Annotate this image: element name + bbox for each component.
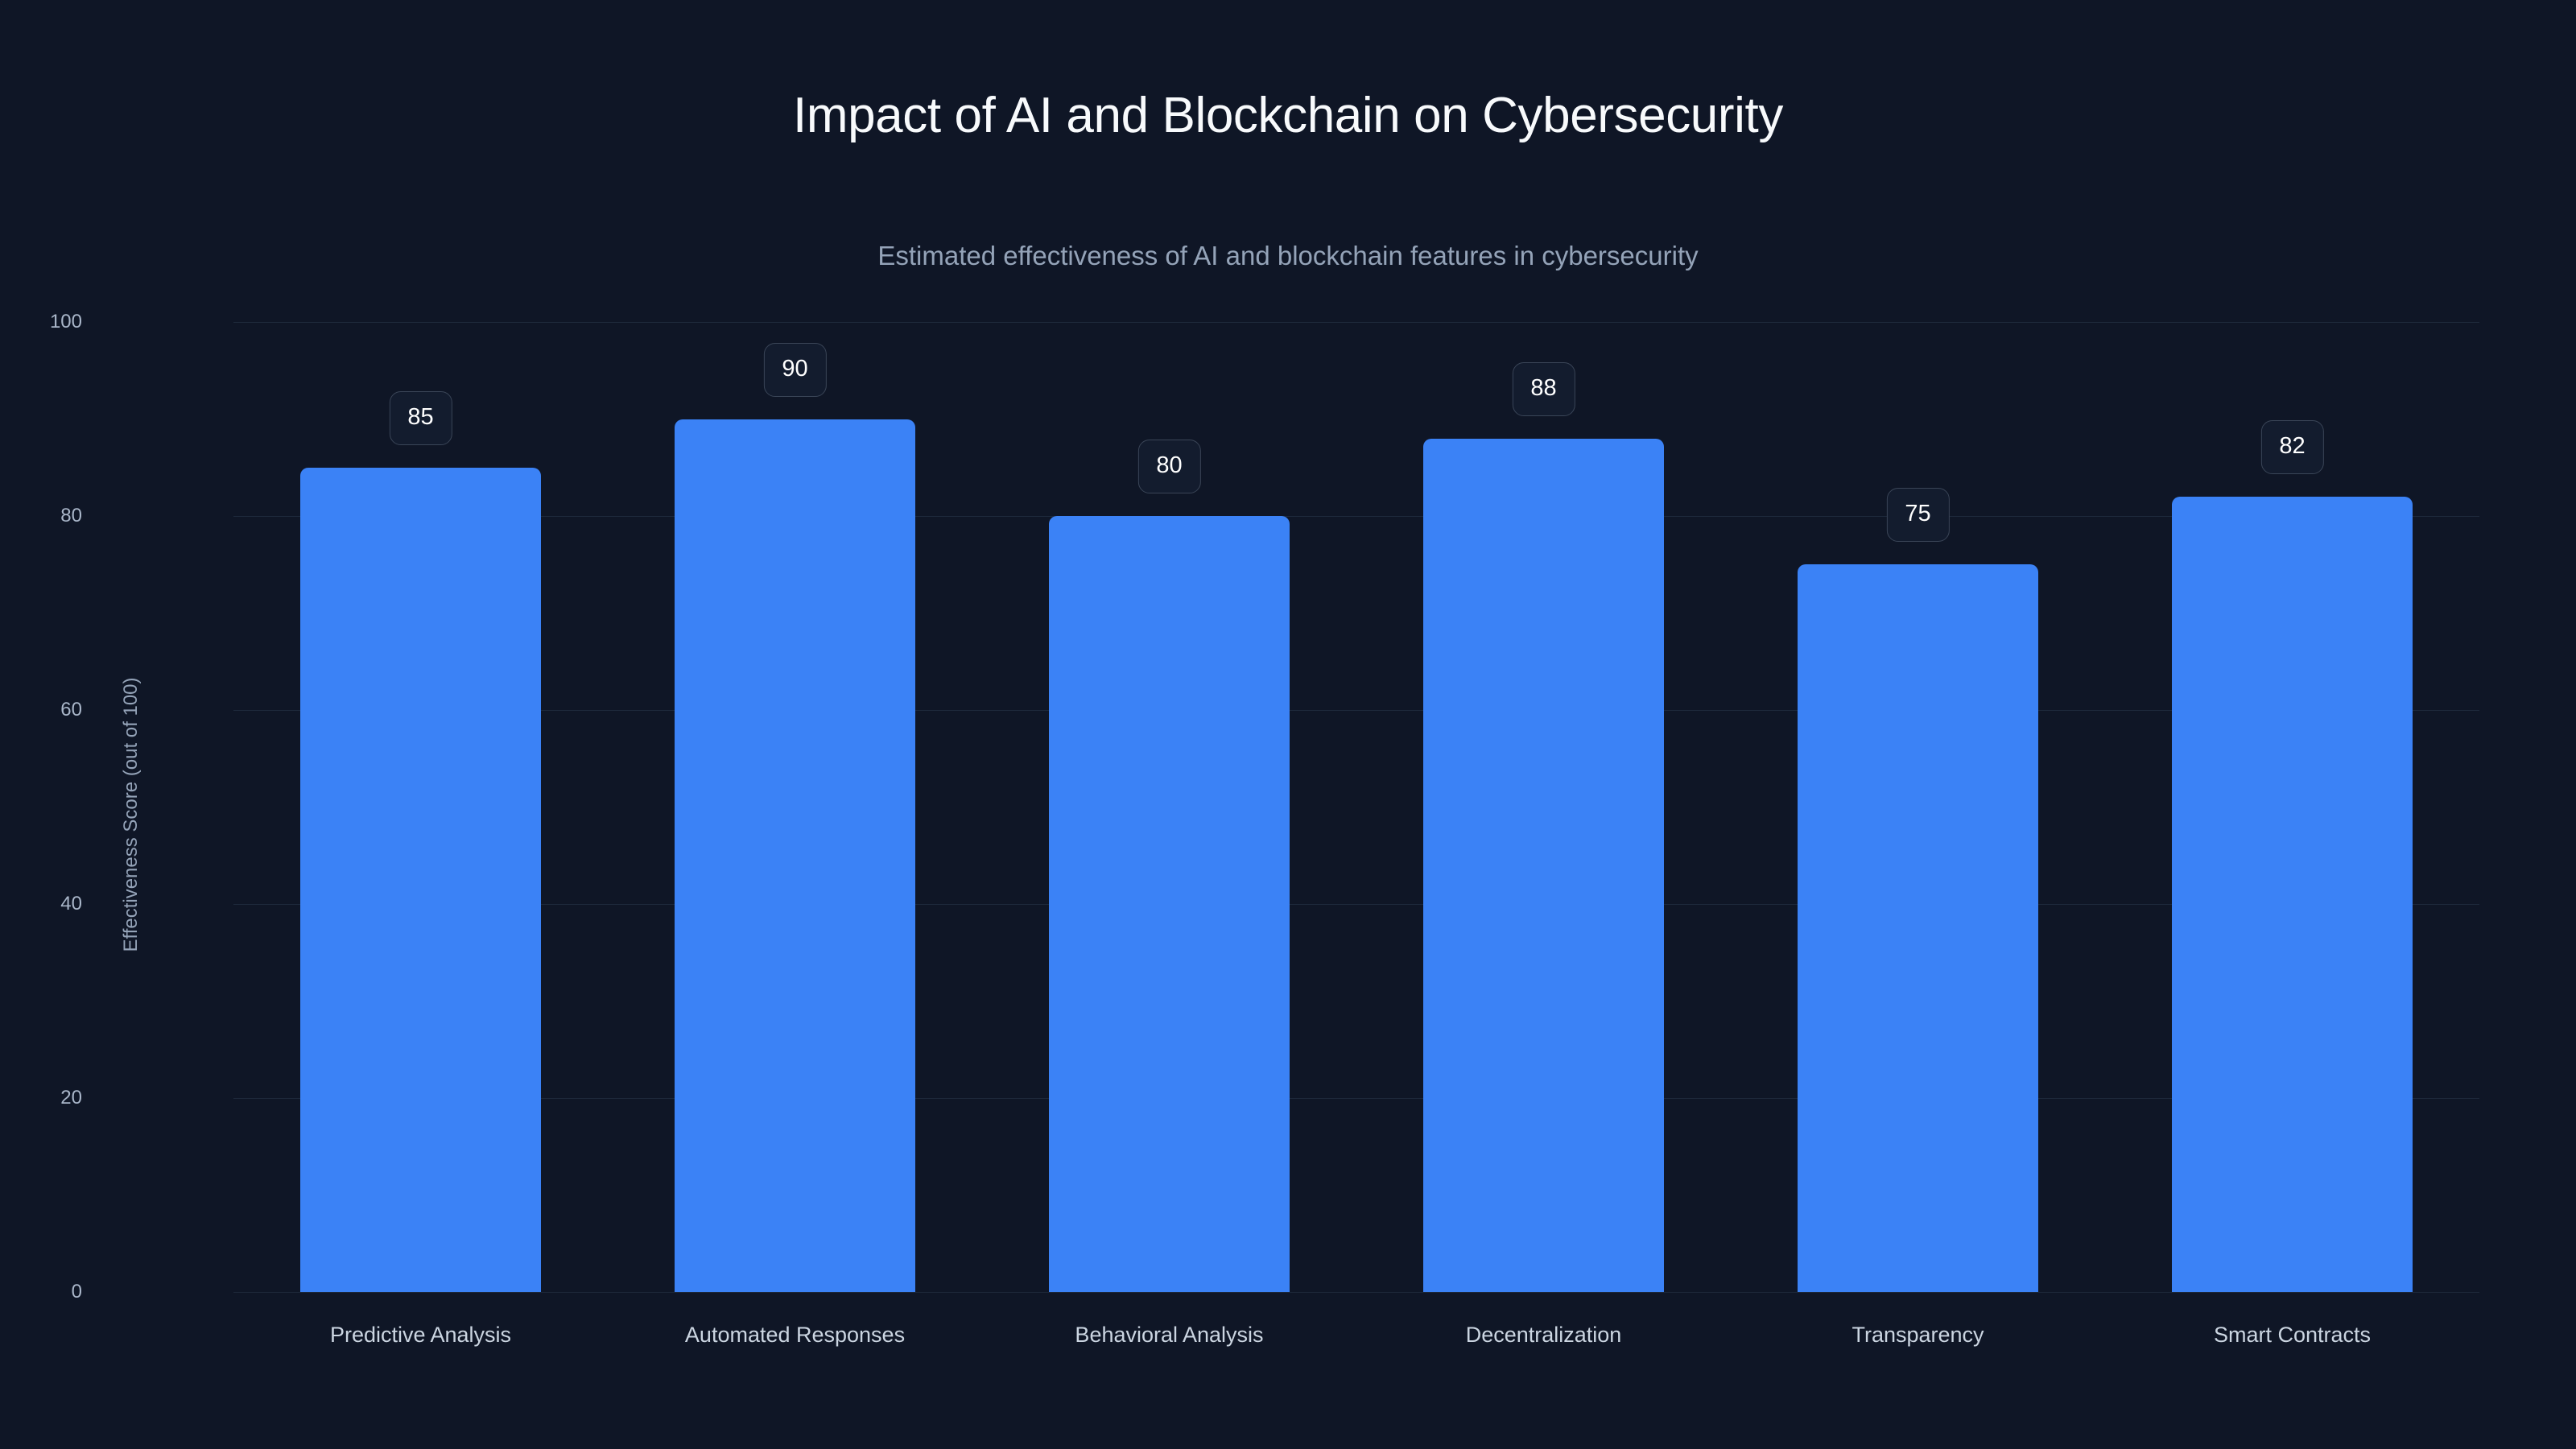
- x-axis-tick-label: Decentralization: [1465, 1323, 1622, 1347]
- bar[interactable]: [2171, 496, 2413, 1292]
- gridline: [233, 904, 2479, 905]
- x-axis-tick-label: Transparency: [1852, 1323, 1984, 1347]
- plot-area: [233, 322, 2479, 1293]
- bar[interactable]: [674, 419, 916, 1292]
- y-axis-title: Effectiveness Score (out of 100): [120, 677, 142, 952]
- gridline: [233, 710, 2479, 711]
- y-axis-tick-label: 100: [49, 311, 82, 332]
- bar-value-badge: 85: [389, 390, 452, 445]
- bar[interactable]: [1797, 564, 2039, 1292]
- y-axis-tick-label: 80: [60, 505, 82, 526]
- gridline: [233, 1098, 2479, 1099]
- y-axis-tick-label: 60: [60, 699, 82, 720]
- y-axis-tick-label: 0: [71, 1281, 82, 1302]
- gridline: [233, 516, 2479, 517]
- x-axis-tick-label: Automated Responses: [684, 1323, 906, 1347]
- gridline: [233, 322, 2479, 323]
- x-axis-tick-label: Smart Contracts: [2213, 1323, 2372, 1347]
- chart-subtitle: Estimated effectiveness of AI and blockc…: [877, 241, 1699, 270]
- x-axis-tick-label: Predictive Analysis: [329, 1323, 512, 1347]
- bar-value-badge: 82: [2260, 419, 2324, 474]
- bar[interactable]: [1048, 516, 1290, 1292]
- bar[interactable]: [299, 467, 542, 1292]
- bar-value-badge: 80: [1137, 440, 1201, 493]
- bar-value-badge: 90: [763, 342, 827, 397]
- bar-value-badge: 88: [1512, 361, 1575, 416]
- page-title: Impact of AI and Blockchain on Cybersecu…: [793, 88, 1783, 143]
- y-axis-tick-label: 20: [60, 1087, 82, 1108]
- bar-value-badge: 75: [1886, 488, 1950, 543]
- x-axis-tick-label: Behavioral Analysis: [1075, 1323, 1264, 1347]
- bar[interactable]: [1422, 438, 1665, 1292]
- gridline: [233, 1292, 2479, 1293]
- y-axis-tick-label: 40: [60, 893, 82, 914]
